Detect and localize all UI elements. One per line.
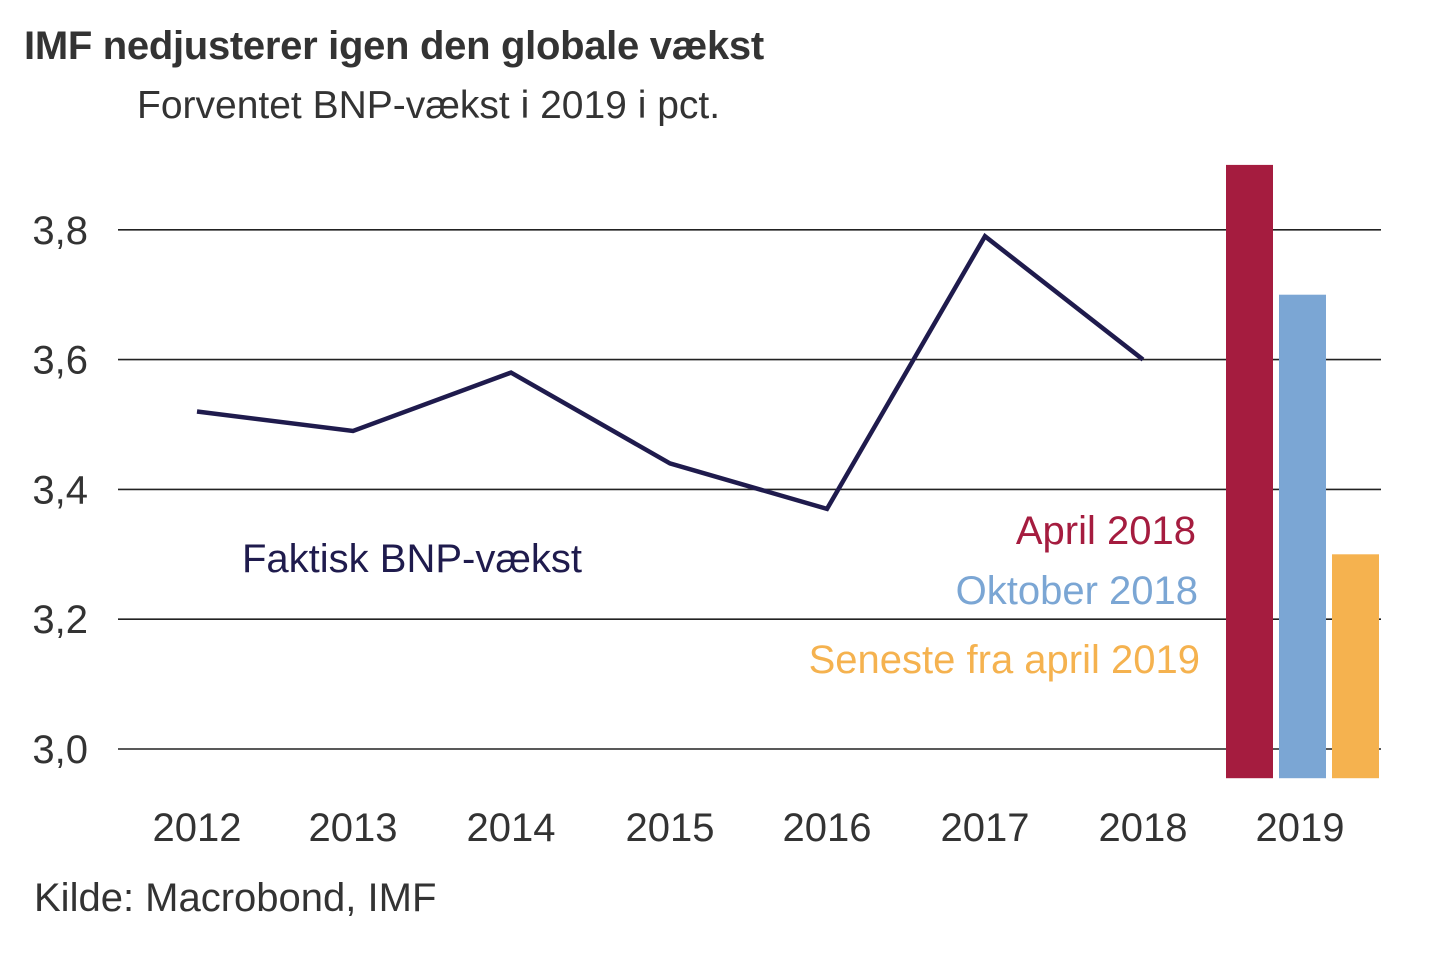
- bars-2019: [1226, 164, 1379, 779]
- gridlines: [118, 229, 1381, 750]
- chart-subtitle: Forventet BNP-vækst i 2019 i pct.: [137, 84, 721, 127]
- x-tick-label: 2013: [309, 806, 398, 850]
- x-tick-label: 2016: [783, 806, 872, 850]
- x-tick-label: 2018: [1099, 806, 1188, 850]
- source-note: Kilde: Macrobond, IMF: [34, 876, 437, 920]
- y-tick-label: 3,0: [32, 728, 88, 772]
- x-tick-label: 2012: [153, 806, 242, 850]
- bar-seneste-fra-april-2019: [1332, 554, 1379, 779]
- y-tick-label: 3,4: [32, 468, 88, 512]
- line-series: [196, 232, 1145, 512]
- bar-april-2018: [1226, 164, 1273, 779]
- x-tick-label: 2017: [941, 806, 1030, 850]
- line-faktisk-bnp-vaekst: [196, 232, 1145, 512]
- annotation-oktober-2018: Oktober 2018: [956, 569, 1198, 613]
- annotation-seneste-fra-april-2019: Seneste fra april 2019: [809, 638, 1200, 682]
- y-tick-label: 3,2: [32, 598, 88, 642]
- annotation-faktisk-bnp-v-kst: Faktisk BNP-vækst: [242, 537, 582, 581]
- chart-title: IMF nedjusterer igen den globale vækst: [24, 24, 764, 68]
- y-axis-ticks: 3,0 3,2 3,4 3,6 3,8: [32, 209, 88, 772]
- y-tick-label: 3,8: [32, 209, 88, 253]
- x-tick-label: 2015: [626, 806, 715, 850]
- annotations: Faktisk BNP-vækst April 2018 Oktober 2018 S…: [242, 509, 1200, 682]
- bar-oktober-2018: [1279, 294, 1326, 779]
- annotation-april-2018: April 2018: [1016, 509, 1196, 553]
- y-tick-label: 3,6: [32, 339, 88, 383]
- x-tick-label: 2014: [467, 806, 556, 850]
- x-tick-label: 2019: [1256, 806, 1345, 850]
- x-axis-ticks: 2012 2013 2014 2015 2016 2017 2018 2019: [153, 806, 1345, 850]
